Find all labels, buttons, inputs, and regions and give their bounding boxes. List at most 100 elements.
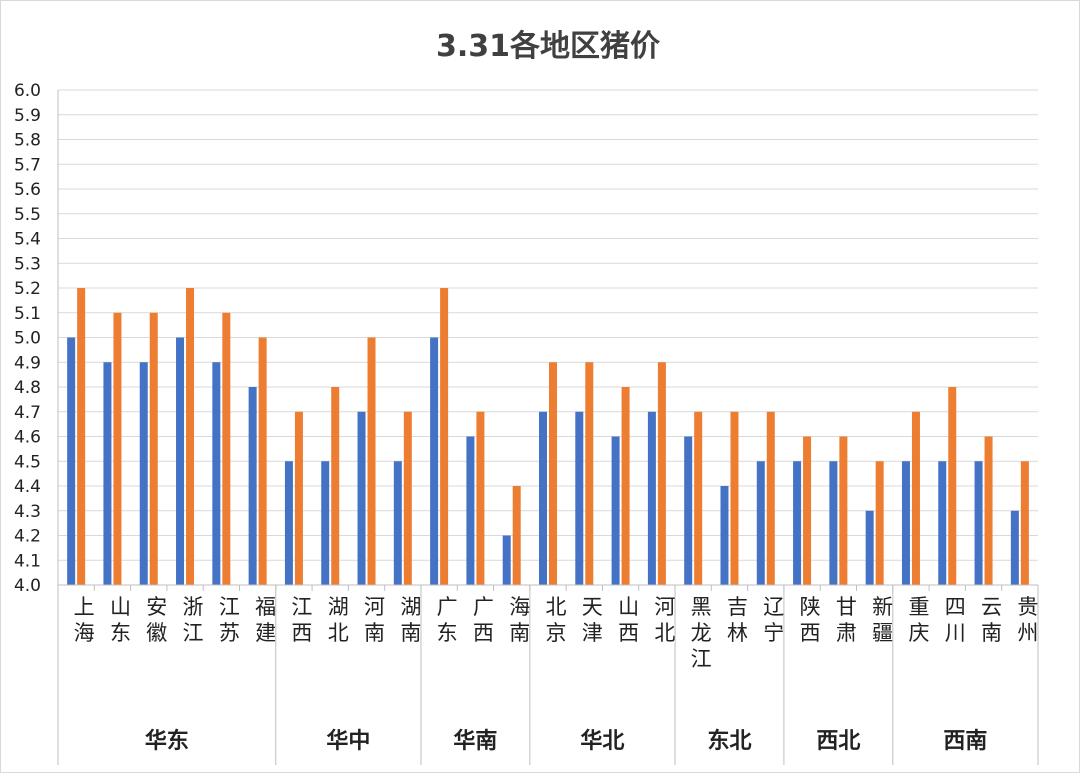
chart-title: 3.31各地区猪价 xyxy=(436,29,660,64)
y-tick-label: 4.6 xyxy=(14,428,41,448)
bar-辽宁-2 xyxy=(766,411,775,585)
bar-贵州-2 xyxy=(1020,461,1029,585)
group-label: 华东 xyxy=(145,728,189,754)
x-tick-label: 江西 xyxy=(291,595,312,645)
bar-上海-2 xyxy=(77,288,86,585)
x-tick-label: 湖北 xyxy=(328,595,349,645)
y-tick-label: 5.7 xyxy=(14,155,41,175)
bar-新疆-1 xyxy=(865,510,874,585)
group-label: 西北 xyxy=(816,729,860,754)
y-tick-label: 5.4 xyxy=(14,230,41,250)
bar-湖北-1 xyxy=(321,461,330,585)
bar-河北-1 xyxy=(647,411,656,585)
bar-湖南-2 xyxy=(403,411,412,585)
bar-甘肃-1 xyxy=(829,461,838,585)
x-tick-label: 湖南 xyxy=(400,595,421,645)
gridlines xyxy=(58,89,1038,561)
bar-四川-2 xyxy=(948,387,957,585)
bar-广东-2 xyxy=(440,288,449,585)
bar-北京-1 xyxy=(539,411,547,585)
x-tick-label: 山东 xyxy=(110,595,131,645)
bar-重庆-2 xyxy=(911,411,920,585)
bar-广西-1 xyxy=(466,436,475,585)
y-tick-label: 5.2 xyxy=(14,279,41,299)
group-label: 华北 xyxy=(580,728,624,754)
bar-福建-2 xyxy=(258,337,267,585)
x-tick-label: 山西 xyxy=(618,595,639,645)
bar-江西-2 xyxy=(294,411,303,585)
y-tick-label: 5.8 xyxy=(14,131,41,151)
bar-山东-1 xyxy=(103,362,112,585)
x-tick-label: 河北 xyxy=(654,595,675,645)
group-label: 西南 xyxy=(943,729,987,754)
y-tick-label: 4.8 xyxy=(14,378,41,398)
bar-浙江-2 xyxy=(186,288,195,585)
y-tick-label: 5.0 xyxy=(14,329,41,349)
bar-广西-2 xyxy=(476,411,485,585)
x-tick-label: 陕西 xyxy=(800,595,821,645)
bar-陕西-1 xyxy=(793,461,802,585)
bar-黑龙江-2 xyxy=(694,411,703,585)
bar-福建-1 xyxy=(248,387,257,585)
axes xyxy=(57,90,1039,765)
y-tick-label: 6.0 xyxy=(14,81,41,101)
bar-上海-1 xyxy=(67,337,76,585)
bar-河南-1 xyxy=(357,411,366,585)
region-groups: 华东 华中 华南 华北 东北 西北 西南 xyxy=(145,585,1039,765)
bar-天津-1 xyxy=(575,411,584,585)
bar-山西-2 xyxy=(621,387,630,585)
x-tick-label: 甘肃 xyxy=(836,595,857,645)
bar-江西-1 xyxy=(284,461,293,585)
x-tick-label: 上海 xyxy=(74,595,95,645)
y-tick-label: 4.0 xyxy=(14,576,41,596)
bar-安徽-2 xyxy=(149,312,158,585)
x-tick-label: 福建 xyxy=(255,595,276,645)
group-label: 华南 xyxy=(453,728,497,754)
bar-江苏-2 xyxy=(222,312,231,585)
bar-安徽-1 xyxy=(139,362,148,585)
y-tick-label: 5.6 xyxy=(14,180,41,200)
bar-湖北-2 xyxy=(331,387,340,585)
bar-吉林-1 xyxy=(720,486,729,585)
x-tick-label: 重庆 xyxy=(908,595,929,645)
bar-吉林-2 xyxy=(730,411,739,585)
x-tick-label: 浙江 xyxy=(183,595,204,645)
x-tick-label: 四川 xyxy=(945,595,966,645)
bar-浙江-1 xyxy=(176,337,185,585)
bars xyxy=(67,288,1029,585)
bar-湖南-1 xyxy=(393,461,402,585)
y-tick-label: 5.5 xyxy=(14,205,41,225)
x-tick-label: 广东 xyxy=(437,595,458,645)
x-tick-label: 安徽 xyxy=(146,595,167,645)
x-tick-label: 新疆 xyxy=(872,595,893,645)
x-tick-label: 海南 xyxy=(509,595,530,645)
bar-山西-1 xyxy=(611,436,620,585)
y-tick-label: 4.1 xyxy=(14,551,41,571)
bar-新疆-2 xyxy=(875,461,884,585)
x-tick-label: 河南 xyxy=(364,595,385,645)
x-tick-label: 江苏 xyxy=(219,595,240,645)
bar-黑龙江-1 xyxy=(684,436,693,585)
y-tick-label: 4.9 xyxy=(14,353,41,373)
bar-云南-2 xyxy=(984,436,993,585)
x-tick-label: 广西 xyxy=(473,595,494,645)
x-tick-label: 天津 xyxy=(582,595,603,645)
x-tick-label: 云南 xyxy=(981,595,1002,645)
y-tick-label: 4.3 xyxy=(14,502,41,522)
y-tick-label: 5.9 xyxy=(14,106,41,126)
x-tick-label: 贵州 xyxy=(1017,595,1038,645)
bar-贵州-1 xyxy=(1010,510,1019,585)
y-tick-label: 4.4 xyxy=(14,477,41,497)
bar-海南-2 xyxy=(512,486,521,585)
bar-辽宁-1 xyxy=(756,461,765,585)
x-tick-label: 黑龙江 xyxy=(691,595,712,671)
y-tick-label: 4.2 xyxy=(14,527,41,547)
bar-广东-1 xyxy=(430,337,439,585)
y-tick-label: 4.7 xyxy=(14,403,41,423)
bar-河北-2 xyxy=(657,362,666,585)
bar-海南-1 xyxy=(502,535,511,585)
bar-北京-2 xyxy=(549,362,557,585)
group-label: 华中 xyxy=(326,728,370,754)
y-tick-label: 4.5 xyxy=(14,452,41,472)
